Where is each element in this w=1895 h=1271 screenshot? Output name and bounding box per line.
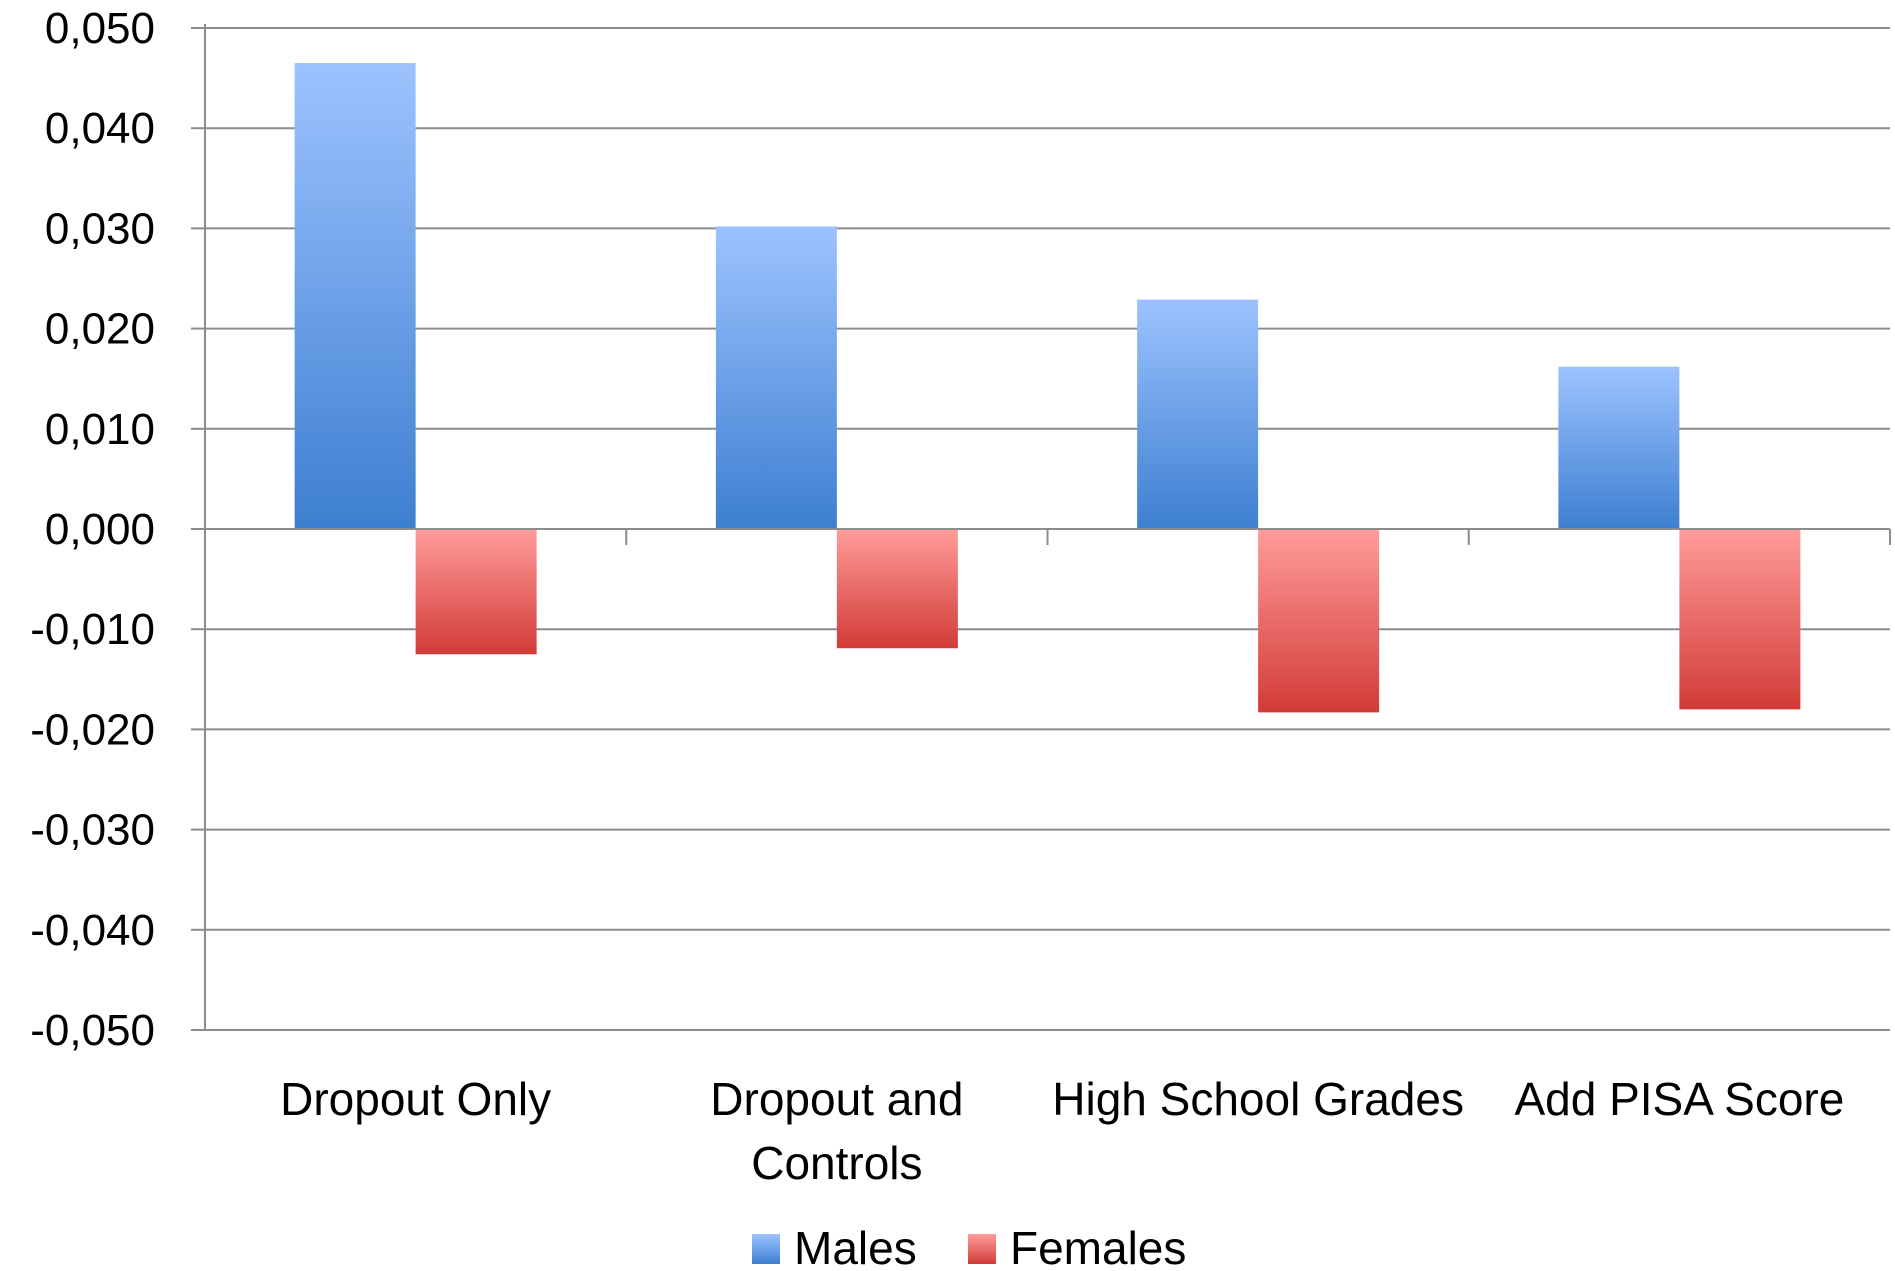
y-tick-label: 0,000 (45, 505, 155, 554)
y-tick-label: -0,020 (30, 705, 155, 754)
bar-males-4 (1558, 366, 1680, 529)
x-axis-category-labels: Dropout Only Dropout and Controls High Scho… (280, 1073, 1844, 1189)
legend: Males Females (752, 1222, 1186, 1271)
bar-males-3 (1137, 299, 1259, 529)
bar-females-3 (1258, 529, 1380, 713)
axes (204, 24, 1891, 1030)
y-tick-label: 0,030 (45, 204, 155, 253)
y-tick-label: 0,020 (45, 305, 155, 354)
y-tick-label: 0,010 (45, 405, 155, 454)
x-category-label: Dropout and (710, 1073, 963, 1125)
x-category-label: Dropout Only (280, 1073, 551, 1125)
x-category-label: Add PISA Score (1514, 1073, 1844, 1125)
legend-label-females: Females (1010, 1222, 1186, 1271)
y-tick-label: 0,050 (45, 4, 155, 53)
legend-swatch-females (968, 1234, 996, 1264)
bar-females-4 (1679, 529, 1801, 710)
bar-males-2 (715, 226, 837, 529)
y-tick-label: -0,010 (30, 605, 155, 654)
legend-swatch-males (752, 1234, 780, 1264)
bar-females-2 (836, 529, 958, 649)
y-tick-label: -0,040 (30, 906, 155, 955)
legend-label-males: Males (794, 1222, 917, 1271)
bars (294, 63, 1801, 713)
bar-males-1 (294, 63, 416, 529)
x-category-label: Controls (751, 1137, 922, 1189)
y-tick-label: -0,030 (30, 806, 155, 855)
x-category-label: High School Grades (1052, 1073, 1464, 1125)
bar-females-1 (415, 529, 537, 655)
y-tick-label: -0,050 (30, 1006, 155, 1055)
y-tick-label: 0,040 (45, 104, 155, 153)
y-axis-tick-labels: 0,050 0,040 0,030 0,020 0,010 0,000 -0,010 -0,0… (30, 4, 155, 1055)
